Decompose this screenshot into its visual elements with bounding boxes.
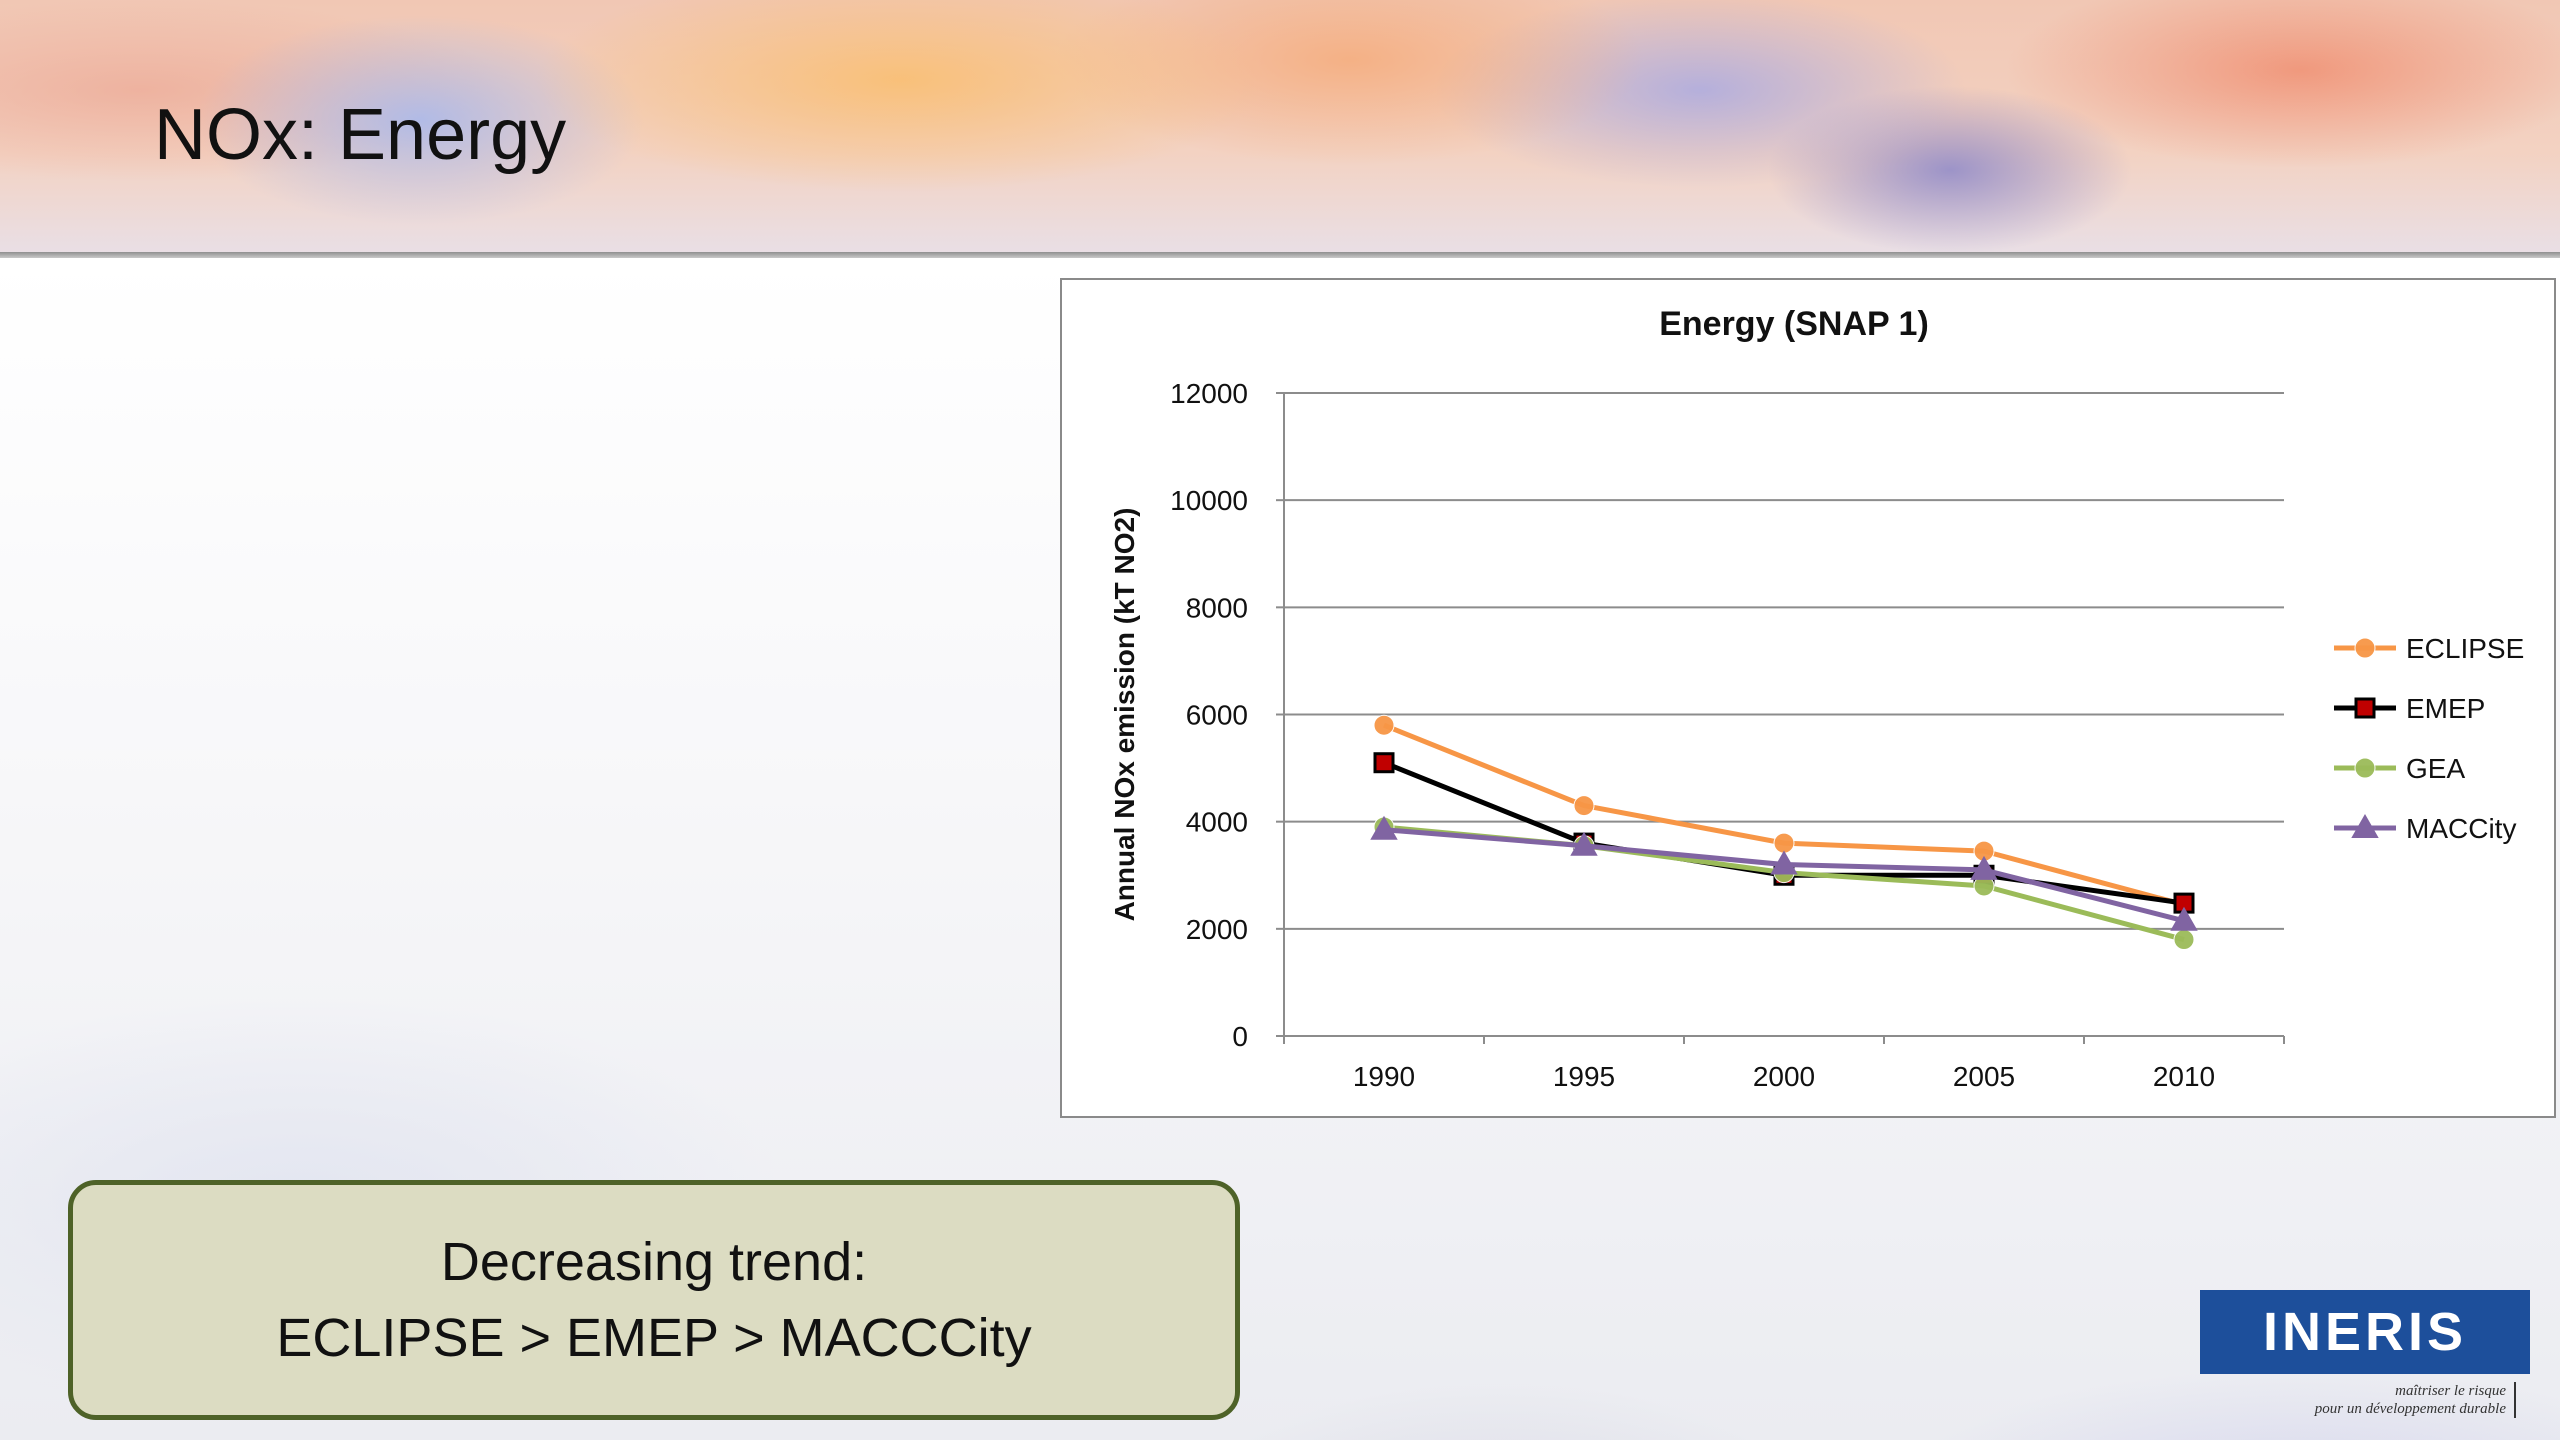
data-point-eclipse [1573, 795, 1595, 817]
legend-label-gea: GEA [2406, 753, 2465, 784]
data-point-maccity [1970, 855, 1998, 880]
y-tick-label: 6000 [1186, 700, 1248, 731]
logo-tagline-line-1: maîtriser le risque [2395, 1383, 2506, 1399]
chart-frame: Energy (SNAP 1) 0 2000 4000 6000 8000 10000 120… [1060, 278, 2556, 1118]
ineris-logo: INERIS maîtriser le risque pour un dével… [2200, 1290, 2530, 1420]
legend-label-eclipse: ECLIPSE [2406, 633, 2524, 664]
data-point-maccity [1570, 831, 1598, 856]
x-tick-label: 2005 [1953, 1061, 2015, 1092]
x-tick-label: 2010 [2153, 1061, 2215, 1092]
legend-marker-emep [2354, 697, 2376, 719]
legend-marker-gea [2354, 757, 2376, 779]
data-point-maccity [1770, 850, 1798, 875]
y-tick-label: 0 [1232, 1021, 1248, 1052]
callout-line-1: Decreasing trend: [440, 1232, 868, 1292]
data-point-maccity [2170, 906, 2198, 931]
logo-tagline: maîtriser le risque pour un développemen… [2315, 1382, 2516, 1418]
line-chart: Energy (SNAP 1) 0 2000 4000 6000 8000 10000 120… [1109, 305, 2524, 1092]
header-divider [0, 252, 2560, 258]
y-tick-label: 10000 [1170, 485, 1248, 516]
data-point-gea [2173, 929, 2195, 951]
data-point-eclipse [1773, 832, 1795, 854]
x-tick-label: 2000 [1753, 1061, 1815, 1092]
x-tick-label: 1995 [1553, 1061, 1615, 1092]
y-tick-label: 12000 [1170, 378, 1248, 409]
header-background [0, 0, 2560, 255]
callout-box: Decreasing trend: ECLIPSE > EMEP > MACCC… [68, 1180, 1240, 1420]
logo-tagline-line-2: pour un développement durable [2314, 1401, 2506, 1417]
x-tick-label: 1990 [1353, 1061, 1415, 1092]
y-tick-label: 4000 [1186, 807, 1248, 838]
y-tick-label: 2000 [1186, 914, 1248, 945]
legend-marker-eclipse [2354, 637, 2376, 659]
y-axis-title: Annual NOx emission (kT NO2) [1109, 508, 1140, 922]
data-point-maccity [1370, 815, 1398, 840]
legend-label-maccity: MACCity [2406, 813, 2516, 844]
data-point-eclipse [1373, 714, 1395, 736]
chart-title: Energy (SNAP 1) [1659, 305, 1929, 343]
slide-title: NOx: Energy [154, 95, 567, 175]
data-point-emep [1373, 752, 1395, 774]
legend-label-emep: EMEP [2406, 693, 2485, 724]
callout-line-2: ECLIPSE > EMEP > MACCCity [276, 1308, 1032, 1368]
y-tick-label: 8000 [1186, 592, 1248, 623]
logo-wordmark: INERIS [2200, 1290, 2530, 1374]
legend-marker-maccity [2351, 813, 2379, 838]
